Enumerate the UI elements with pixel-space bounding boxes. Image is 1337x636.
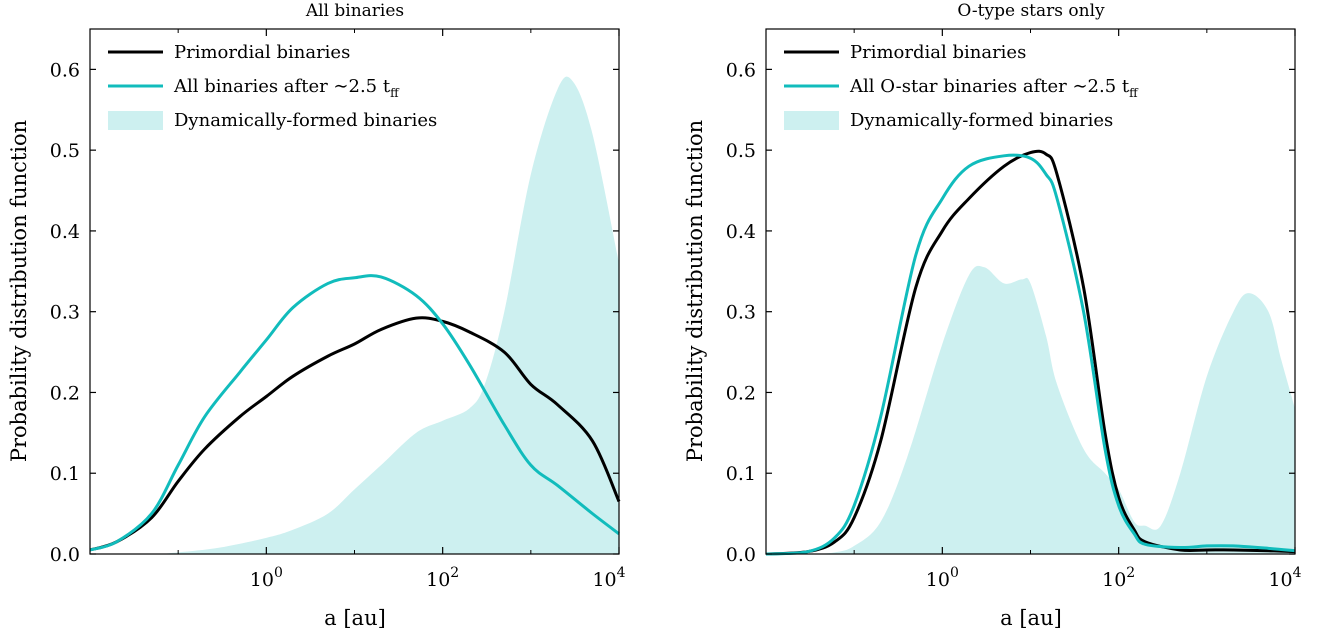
y-tick-label-b: 0.5 — [726, 140, 756, 162]
y-axis-label-o-type: Probability distribution function — [683, 120, 707, 462]
ticks-o-type: 0.0 0.1 0.2 0.3 0.4 0.5 0.6 100 102 104 — [726, 29, 1302, 591]
y-tick-label-b: 0.2 — [726, 382, 756, 404]
panel-title-all-binaries: All binaries — [305, 1, 404, 21]
y-tick-label-b: 0.3 — [726, 302, 756, 324]
panel-o-type-stars: O-type stars only 0.0 0.1 0.2 0.3 0.4 0.5 0.6 1… — [683, 1, 1302, 630]
x-tick-label-b: 100 — [926, 565, 959, 591]
y-tick-label-a: 0.6 — [50, 59, 80, 81]
legend-o-type: Primordial binaries All O-star binaries … — [784, 42, 1139, 131]
area-dynamic-formed-a — [90, 76, 619, 555]
legend-label-primordial-o: Primordial binaries — [850, 42, 1026, 63]
y-tick-label-a: 0.1 — [50, 463, 80, 485]
legend-all-binaries: Primordial binaries All binaries after ∼… — [108, 42, 437, 131]
line-primordial-a — [89, 316, 621, 552]
y-tick-label-a: 0.4 — [50, 221, 80, 243]
x-tick-label-a: 100 — [250, 565, 283, 591]
y-tick-label-b: 0.0 — [726, 544, 756, 566]
y-tick-label-a: 0.3 — [50, 302, 80, 324]
panel-title-o-type: O-type stars only — [957, 1, 1105, 21]
ticks-all-binaries: 0.0 0.1 0.2 0.3 0.4 0.5 0.6 100 102 104 — [50, 29, 626, 591]
x-tick-label-b: 102 — [1102, 565, 1135, 591]
y-tick-label-a: 0.5 — [50, 140, 80, 162]
x-tick-label-b: 104 — [1268, 565, 1301, 591]
y-tick-label-b: 0.1 — [726, 463, 756, 485]
x-tick-label-a: 102 — [426, 565, 459, 591]
legend-label-dynamic-o: Dynamically-formed binaries — [850, 110, 1113, 131]
line-after-b — [765, 153, 1296, 556]
area-dynamic-formed-b — [766, 265, 1295, 555]
plot-area-o-type — [765, 149, 1296, 556]
y-tick-label-a: 0.0 — [50, 544, 80, 566]
plot-area-all-binaries — [89, 76, 621, 555]
y-axis-label-all-binaries: Probability distribution function — [7, 120, 31, 462]
y-tick-label-a: 0.2 — [50, 382, 80, 404]
x-tick-label-a: 104 — [592, 565, 625, 591]
y-tick-label-b: 0.4 — [726, 221, 756, 243]
panel-all-binaries: All binaries 0.0 0.1 0.2 0.3 0.4 0.5 0.6 100 102… — [7, 1, 626, 630]
legend-swatch-dynamic-o — [784, 111, 839, 130]
y-tick-label-b: 0.6 — [726, 59, 756, 81]
x-axis-label-all-binaries: a [au] — [324, 606, 386, 630]
line-after-a — [89, 274, 620, 552]
legend-label-after-o: All O-star binaries after ∼2.5 tff — [849, 76, 1139, 100]
legend-swatch-dynamic — [108, 111, 163, 130]
legend-label-dynamic: Dynamically-formed binaries — [174, 110, 437, 131]
legend-label-primordial: Primordial binaries — [174, 42, 350, 63]
legend-label-after: All binaries after ∼2.5 tff — [173, 76, 400, 100]
line-primordial-b — [765, 149, 1296, 556]
x-axis-label-o-type: a [au] — [1000, 606, 1062, 630]
